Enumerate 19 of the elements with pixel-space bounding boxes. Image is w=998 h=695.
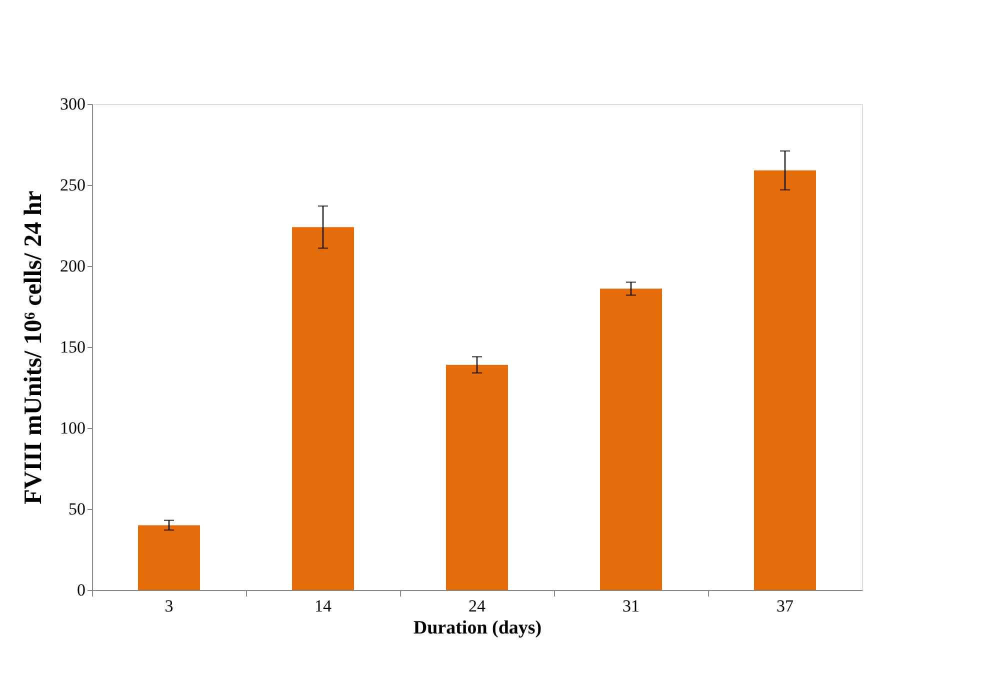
x-tick-label: 3 — [164, 596, 174, 616]
x-tick-label: 14 — [314, 596, 332, 616]
y-axis-title: FVIII mUnits/ 10⁶ cells/ 24 hr — [20, 190, 47, 504]
x-tick-label: 24 — [468, 596, 486, 616]
bar — [600, 288, 662, 590]
bar — [292, 227, 354, 590]
x-tick-label: 31 — [622, 596, 640, 616]
y-tick-label: 0 — [77, 580, 86, 600]
bar — [754, 170, 816, 590]
bar — [138, 525, 200, 590]
y-tick-label: 300 — [60, 94, 86, 114]
y-tick-label: 50 — [68, 500, 86, 518]
y-tick-label: 250 — [60, 176, 86, 194]
y-tick-label: 150 — [60, 338, 86, 356]
y-tick-label: 200 — [60, 256, 86, 276]
bar — [446, 364, 508, 590]
y-tick-label: 100 — [60, 418, 86, 438]
x-axis-title: Duration (days) — [413, 618, 542, 638]
x-tick-label: 37 — [776, 596, 794, 616]
